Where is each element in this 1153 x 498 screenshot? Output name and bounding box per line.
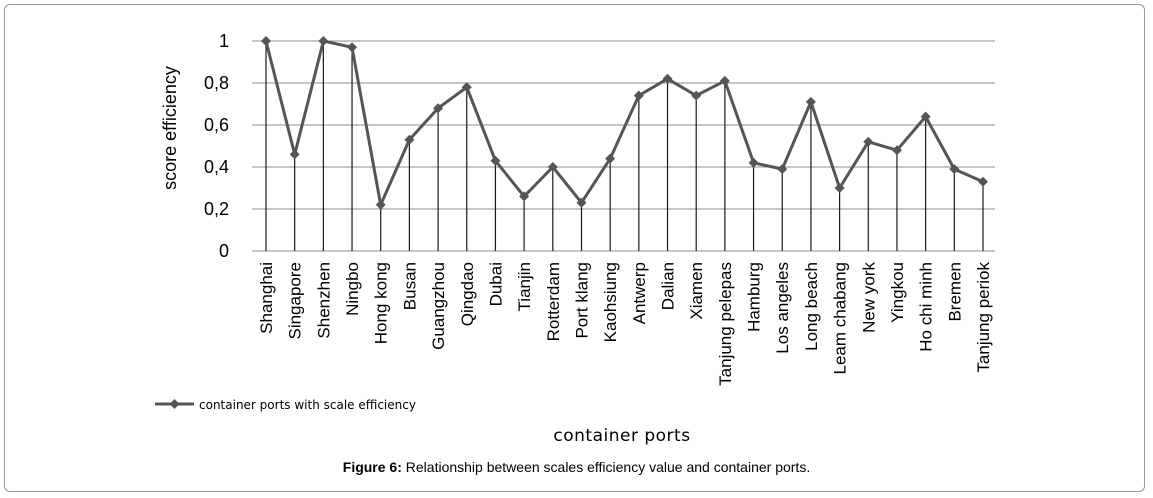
data-point [920,111,931,122]
data-point [949,164,960,175]
drop-lines [265,41,984,251]
data-point [719,75,730,86]
data-point [691,90,702,101]
data-point [978,176,988,187]
data-point [490,155,501,166]
series-polyline [264,39,984,207]
figure-caption: Figure 6: Relationship between scales ef… [0,459,1153,475]
data-point [347,42,358,53]
data-point [261,36,271,46]
data-point [576,197,587,208]
legend-marker [169,399,180,409]
data-point [519,191,530,202]
category-label: Tianjin [515,262,534,311]
data-point [433,103,444,114]
category-label: Dalian [659,262,678,310]
category-label: Rotterdam [544,262,563,341]
category-label: Yingkou [888,262,907,323]
y-tick-label: 0,8 [204,73,229,93]
line-chart: 0 0,2 0,4 0,6 0,8 1 Shanghai Singapore Shenzhen… [155,31,995,446]
category-label: Shanghai [257,262,276,334]
y-tick-label: 0,2 [204,199,229,219]
category-label: Ho chi minh [917,262,936,352]
y-tick-label: 0 [219,241,229,261]
data-point [748,157,759,168]
category-label: Singapore [286,262,305,340]
data-point [605,153,616,164]
category-label: Bremen [945,262,964,322]
category-label: Tanjung pelepas [716,262,735,386]
caption-text: Relationship between scales efficiency v… [401,459,811,475]
category-labels: Shanghai Singapore Shenzhen Ningbo Hong kong… [257,262,993,386]
data-point [834,183,845,193]
category-label: Shenzhen [314,262,333,339]
category-label: Long beach [802,262,821,351]
category-label: Hong kong [372,262,391,344]
series-line [264,39,984,207]
data-point [404,134,415,145]
y-axis-label: score efficiency [160,66,180,190]
category-label: Hamburg [745,262,764,332]
data-point [777,164,788,175]
category-label: Ningbo [343,262,362,316]
category-label: Port klang [573,262,592,339]
category-label: Busan [400,262,419,310]
legend-label: container ports with scale efficiency [199,398,416,412]
category-label: Qingdao [458,262,477,326]
data-point [461,82,472,93]
category-label: Kaohsiung [601,262,620,342]
category-label: Dubai [486,262,505,306]
category-label: Guangzhou [429,262,448,350]
category-label: Los angeles [773,262,792,354]
data-point [891,145,902,156]
category-label: Leam chabang [831,262,850,374]
caption-label: Figure 6: [342,459,402,475]
data-point [375,199,386,210]
category-label: Xiamen [687,262,706,320]
data-point [633,90,644,101]
y-tick-label: 0,6 [204,115,229,135]
data-point [318,36,329,46]
data-point [863,136,874,147]
category-label: Antwerp [630,262,649,324]
data-point [289,149,300,160]
category-label: Tanjung periok [974,262,993,373]
data-point [662,73,673,84]
y-tick-label: 0,4 [204,157,229,177]
y-tick-labels: 0 0,2 0,4 0,6 0,8 1 [204,31,229,261]
gridlines [252,40,995,252]
data-point [547,162,558,172]
legend: container ports with scale efficiency [155,398,416,412]
y-tick-label: 1 [219,31,229,51]
category-label: New york [859,262,878,333]
data-point [805,96,816,107]
series-markers [261,36,988,210]
x-axis-label: container ports [553,426,690,446]
